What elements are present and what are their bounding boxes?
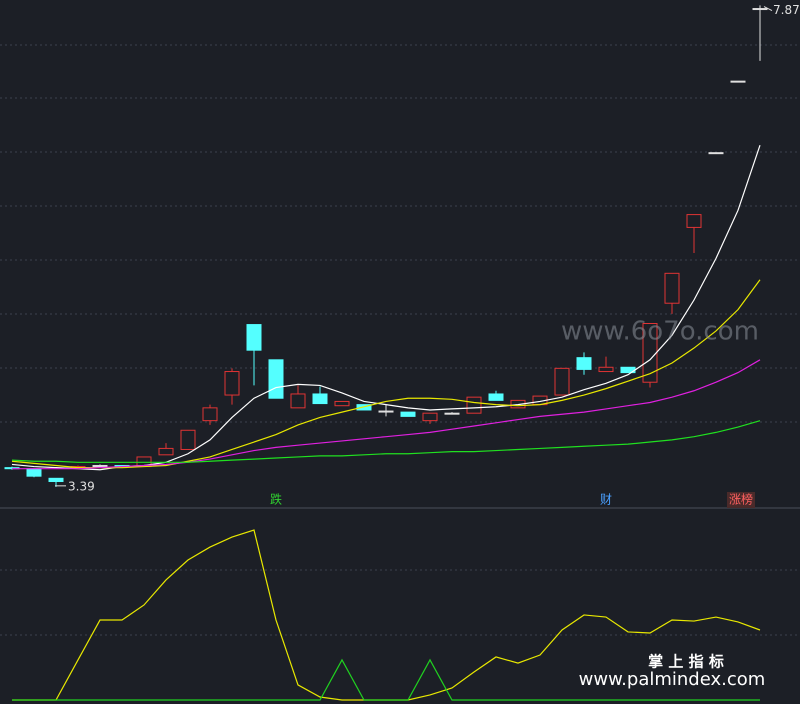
candle-body (708, 152, 724, 155)
candle-body (268, 359, 284, 399)
signal-label: 涨榜 (729, 492, 753, 507)
candle-body (378, 410, 394, 413)
candle-body (488, 393, 504, 401)
candle-body (334, 400, 350, 407)
high-label: 7.87 (773, 3, 800, 17)
candle-body (246, 324, 262, 351)
candle-body (598, 366, 614, 373)
moving-average (12, 359, 761, 470)
candle-body (202, 407, 218, 422)
candle-body (224, 371, 240, 396)
candle-body (26, 468, 42, 477)
candle-body (92, 464, 108, 467)
watermark: www.6o7o.com (561, 317, 759, 347)
candle-body (730, 80, 746, 83)
watermark-url: www.palmindex.com (579, 669, 766, 690)
candle-body (576, 357, 592, 370)
candle-body (48, 477, 64, 483)
moving-average (11, 420, 761, 463)
candle-body (664, 272, 680, 304)
low-label: 3.39 (68, 479, 95, 493)
candle-body (400, 411, 416, 417)
candle-body (158, 447, 174, 456)
candle-body (686, 214, 702, 228)
signal-label: 跌 (270, 492, 282, 507)
signal-badge (727, 492, 755, 508)
candle-body (554, 367, 570, 396)
signal-label: 财 (600, 493, 612, 507)
candle-body (180, 429, 196, 450)
candle-body (422, 412, 438, 422)
indicator-line (12, 658, 760, 701)
candle-body (312, 393, 328, 405)
candle-body (466, 396, 482, 414)
high-marker (763, 6, 773, 11)
candle-body (752, 8, 768, 11)
candle-body (290, 393, 306, 409)
candle-body (444, 412, 460, 415)
watermark-brand: 掌 上 指 标 (648, 653, 724, 671)
moving-average (11, 279, 761, 469)
